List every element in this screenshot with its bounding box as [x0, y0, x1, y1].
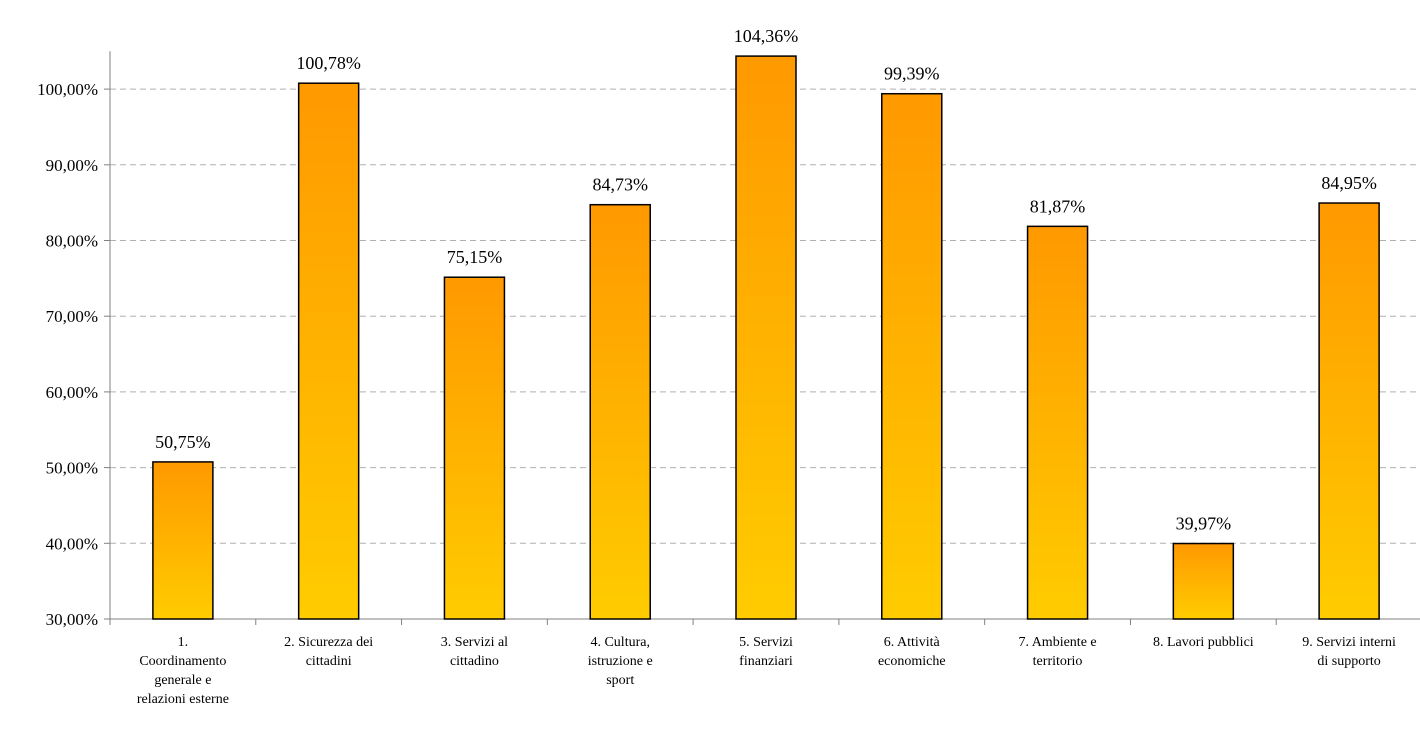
category-label-line: generale e: [154, 673, 211, 688]
y-tick-label: 60,00%: [46, 383, 98, 402]
y-tick-label: 30,00%: [46, 610, 98, 629]
category-label-line: 6. Attività: [884, 635, 941, 650]
bar: [881, 92, 943, 620]
category-label-line: 4. Cultura,: [590, 635, 650, 650]
y-tick-label: 100,00%: [37, 80, 98, 99]
labels: 30,00% 40,00% 50,00% 60,00% 70,00% 80,00% 90,0…: [37, 26, 1396, 707]
bar: [443, 276, 506, 620]
y-tick-label: 90,00%: [46, 156, 98, 175]
category-label: 8. Lavori pubblici: [1153, 635, 1254, 650]
data-label: 100,78%: [296, 53, 361, 73]
bars: [152, 55, 1380, 620]
category-label-line: Coordinamento: [139, 654, 226, 669]
bar: [152, 461, 214, 620]
category-label-line: relazioni esterne: [137, 692, 229, 707]
category-label: 7. Ambiente e territorio: [1018, 635, 1096, 669]
category-label-line: 5. Servizi: [739, 635, 793, 650]
category-label: 3. Servizi al cittadino: [441, 635, 508, 669]
category-label-line: di supporto: [1317, 654, 1380, 669]
bar: [297, 82, 360, 620]
y-tick-label: 50,00%: [46, 459, 98, 478]
category-label: 6. Attività economiche: [878, 635, 946, 669]
category-label-line: territorio: [1033, 654, 1083, 669]
data-label: 84,95%: [1321, 173, 1377, 193]
y-tick-label: 40,00%: [46, 534, 98, 553]
data-label: 81,87%: [1030, 196, 1086, 216]
data-label: 75,15%: [447, 247, 503, 267]
data-label: 84,73%: [592, 175, 648, 195]
category-label-line: 1.: [178, 635, 189, 650]
bar: [1172, 542, 1235, 620]
y-tick-label: 70,00%: [46, 307, 98, 326]
bar: [1026, 225, 1089, 620]
category-label-line: cittadino: [450, 654, 499, 669]
category-label-line: 3. Servizi al: [441, 635, 508, 650]
category-label-line: 7. Ambiente e: [1018, 635, 1096, 650]
category-label-line: cittadini: [306, 654, 352, 669]
y-tick-label: 80,00%: [46, 232, 98, 251]
category-label: 4. Cultura, istruzione e sport: [588, 635, 653, 688]
category-label-line: economiche: [878, 654, 946, 669]
category-label: 9. Servizi interni di supporto: [1302, 635, 1396, 669]
category-label-line: 9. Servizi interni: [1302, 635, 1396, 650]
bar: [735, 55, 797, 620]
category-label: 1. Coordinamento generale e relazioni ester…: [137, 635, 229, 707]
category-label: 2. Sicurezza dei cittadini: [284, 635, 373, 669]
category-label-line: istruzione e: [588, 654, 653, 669]
data-label: 99,39%: [884, 64, 940, 84]
category-label-line: 8. Lavori pubblici: [1153, 635, 1254, 650]
category-label: 5. Servizi finanziari: [739, 635, 793, 669]
data-label: 39,97%: [1176, 514, 1232, 534]
bar: [589, 203, 651, 620]
category-label-line: sport: [606, 673, 634, 688]
data-label: 50,75%: [155, 432, 211, 452]
bar: [1318, 202, 1380, 620]
category-label-line: 2. Sicurezza dei: [284, 635, 373, 650]
data-label: 104,36%: [734, 26, 799, 46]
category-label-line: finanziari: [739, 654, 793, 669]
